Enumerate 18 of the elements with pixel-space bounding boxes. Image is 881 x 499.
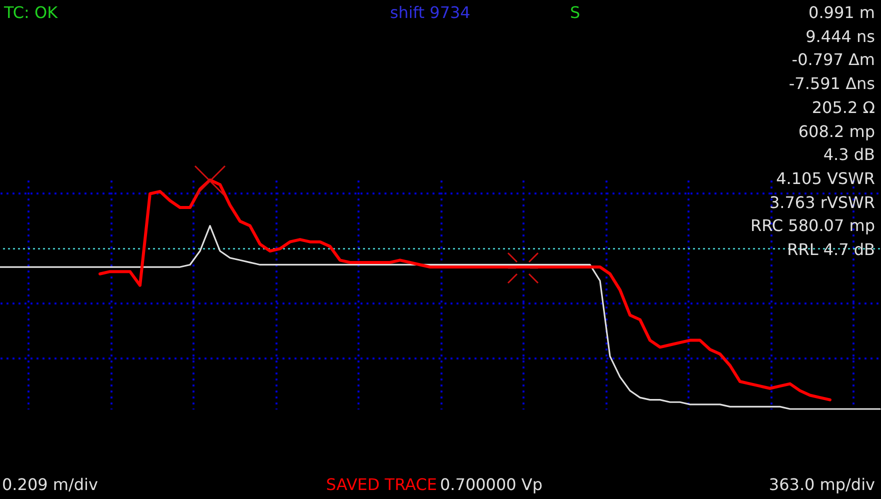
annotation: 4.105 VSWR xyxy=(776,168,875,189)
text: 4.3 dB xyxy=(823,145,875,166)
text: -0.797 Δm xyxy=(792,50,875,70)
text: 0.991 m xyxy=(808,3,875,23)
text: SAVED TRACE xyxy=(326,475,437,495)
text: TC: OK xyxy=(4,3,58,23)
text: 205.2 Ω xyxy=(812,98,875,118)
annotation: RRL 4.7 dB xyxy=(787,240,875,260)
text: 9.444 ns xyxy=(806,26,875,47)
annotation: 3.763 rVSWR xyxy=(769,192,875,213)
text: -7.591 Δns xyxy=(788,74,875,94)
text: 0.209 m/div xyxy=(2,475,98,495)
text: 0.700000 Vp xyxy=(440,475,543,495)
annotation: RRC 580.07 mp xyxy=(750,216,875,236)
text: S xyxy=(570,3,580,23)
text: shift 9734 xyxy=(390,3,470,23)
text: 363.0 mp/div xyxy=(768,475,875,495)
text: 608.2 mp xyxy=(798,122,875,142)
